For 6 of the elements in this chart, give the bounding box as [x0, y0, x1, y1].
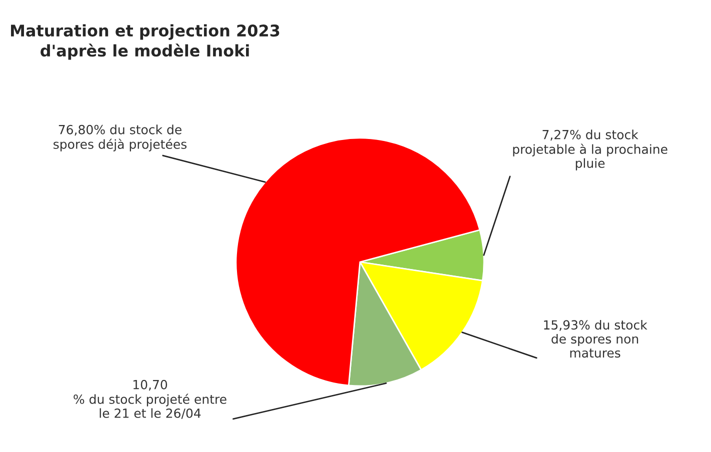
slice-label: 10,70 % du stock projeté entre le 21 et le 26/04	[74, 380, 226, 419]
slice-label: 15,93% du stock de spores non matures	[544, 320, 648, 358]
slice-label: 7,27% du stock projetable à la prochaine pluie	[513, 130, 668, 170]
slice-label: 76,80% du stock de spores déjà projetées	[54, 124, 187, 152]
pie-slice	[235, 137, 480, 386]
chart-title: Maturation et projection 2023 d'après le modèle Inoki	[11, 24, 280, 60]
